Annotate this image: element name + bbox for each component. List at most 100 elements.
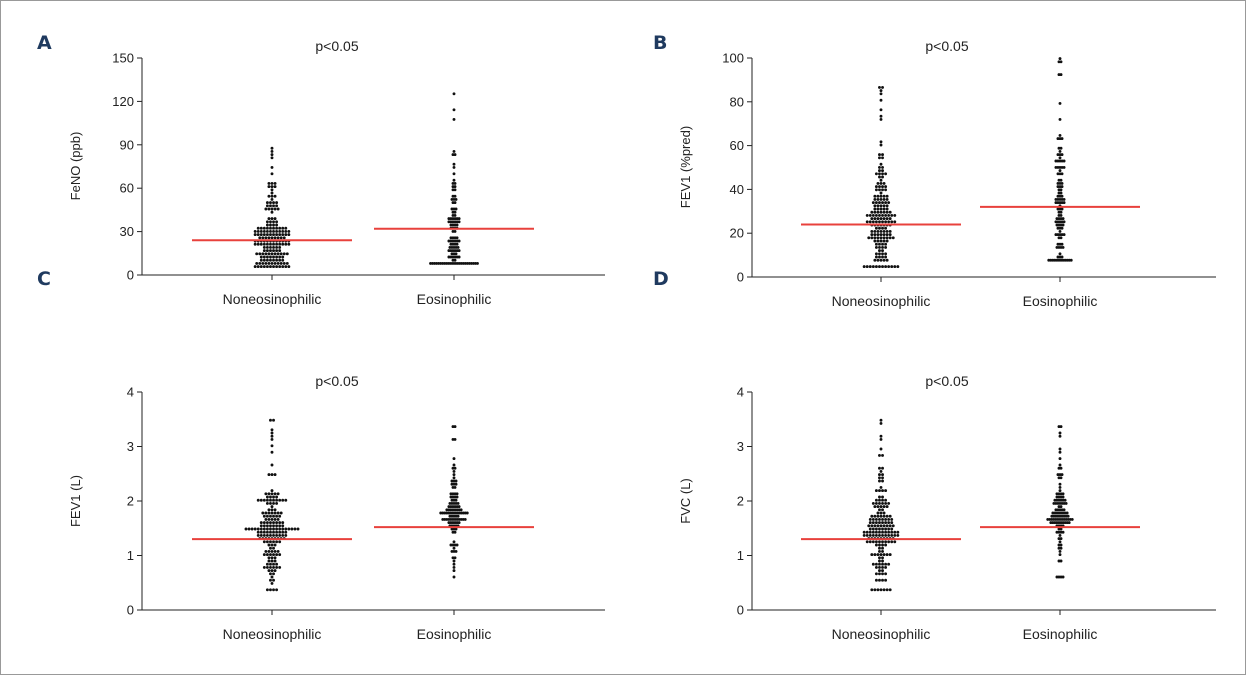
data-point — [1064, 501, 1068, 505]
data-point — [1058, 185, 1062, 189]
data-point — [451, 517, 455, 521]
data-point — [879, 421, 883, 425]
data-point — [893, 213, 897, 217]
data-point — [1055, 530, 1059, 534]
data-point — [287, 229, 291, 233]
data-point — [896, 265, 900, 269]
data-point — [278, 533, 282, 537]
data-point — [448, 245, 452, 249]
data-point — [253, 242, 257, 246]
data-point — [1059, 575, 1063, 579]
data-point — [879, 178, 883, 182]
data-point — [885, 194, 889, 198]
data-point — [1056, 165, 1060, 169]
data-point — [881, 479, 884, 483]
x-tick-label: Eosinophilic — [417, 626, 492, 642]
y-axis-label: FVC (L) — [678, 478, 693, 524]
data-point — [876, 197, 880, 201]
data-point — [888, 588, 892, 592]
data-point — [890, 521, 894, 525]
data-point — [452, 476, 456, 480]
data-point — [457, 220, 461, 224]
data-point — [1060, 137, 1064, 141]
data-point — [275, 223, 279, 227]
data-point — [879, 191, 883, 195]
data-point — [262, 255, 266, 259]
data-point — [1067, 258, 1071, 262]
data-point — [881, 546, 884, 550]
data-point — [879, 505, 883, 509]
data-point — [270, 559, 274, 563]
data-point — [1057, 60, 1061, 64]
data-point — [284, 527, 288, 531]
data-point — [1058, 255, 1062, 259]
y-axis-label: FEV1 (L) — [68, 475, 83, 527]
data-point — [453, 261, 457, 265]
data-point — [881, 175, 884, 179]
data-point — [451, 495, 455, 499]
y-axis-label: FeNO (ppb) — [68, 132, 83, 201]
data-point — [275, 514, 279, 518]
data-point — [455, 242, 459, 246]
data-point — [269, 498, 272, 502]
data-point — [282, 261, 286, 265]
data-point — [878, 521, 881, 525]
data-point — [1060, 185, 1064, 189]
data-point — [262, 514, 266, 518]
data-point — [264, 261, 268, 265]
data-point — [445, 511, 449, 515]
data-point — [1058, 549, 1062, 553]
data-point — [278, 540, 282, 544]
data-point — [270, 236, 274, 240]
data-point — [270, 431, 274, 435]
data-point — [871, 265, 875, 269]
data-point — [278, 245, 282, 249]
data-point — [1056, 194, 1060, 198]
data-point — [270, 156, 274, 160]
data-point — [881, 501, 884, 505]
data-point — [881, 172, 884, 176]
data-point — [862, 530, 866, 534]
data-point — [270, 428, 274, 432]
data-point — [262, 258, 266, 262]
data-point — [455, 249, 459, 253]
data-point — [270, 191, 274, 195]
data-point — [453, 511, 457, 515]
data-point — [281, 258, 285, 262]
data-point — [876, 210, 880, 214]
data-point — [262, 527, 266, 531]
data-point — [265, 220, 269, 224]
data-point — [269, 578, 272, 582]
data-point — [879, 92, 883, 96]
data-point — [452, 559, 456, 563]
data-point — [871, 501, 875, 505]
data-point — [281, 255, 285, 259]
data-point — [873, 553, 877, 557]
data-point — [1058, 482, 1062, 486]
data-point — [1065, 511, 1069, 515]
data-point — [871, 530, 875, 534]
data-point — [870, 233, 874, 237]
data-point — [273, 517, 277, 521]
data-point — [1054, 197, 1058, 201]
data-point — [450, 479, 454, 483]
data-point — [452, 108, 456, 112]
data-point — [882, 511, 886, 515]
data-point — [269, 245, 272, 249]
data-point — [878, 175, 881, 179]
data-point — [874, 265, 878, 269]
data-point — [881, 226, 884, 230]
data-point — [879, 114, 883, 118]
data-point — [453, 181, 457, 185]
data-point — [265, 514, 269, 518]
data-point — [1070, 517, 1074, 521]
data-point — [874, 527, 878, 531]
data-point — [272, 255, 275, 259]
p-value-annotation: p<0.05 — [315, 38, 358, 54]
data-point — [267, 492, 271, 496]
data-point — [882, 236, 886, 240]
data-point — [270, 210, 274, 214]
data-point — [273, 252, 277, 256]
data-point — [441, 511, 445, 515]
data-point — [1058, 149, 1062, 153]
